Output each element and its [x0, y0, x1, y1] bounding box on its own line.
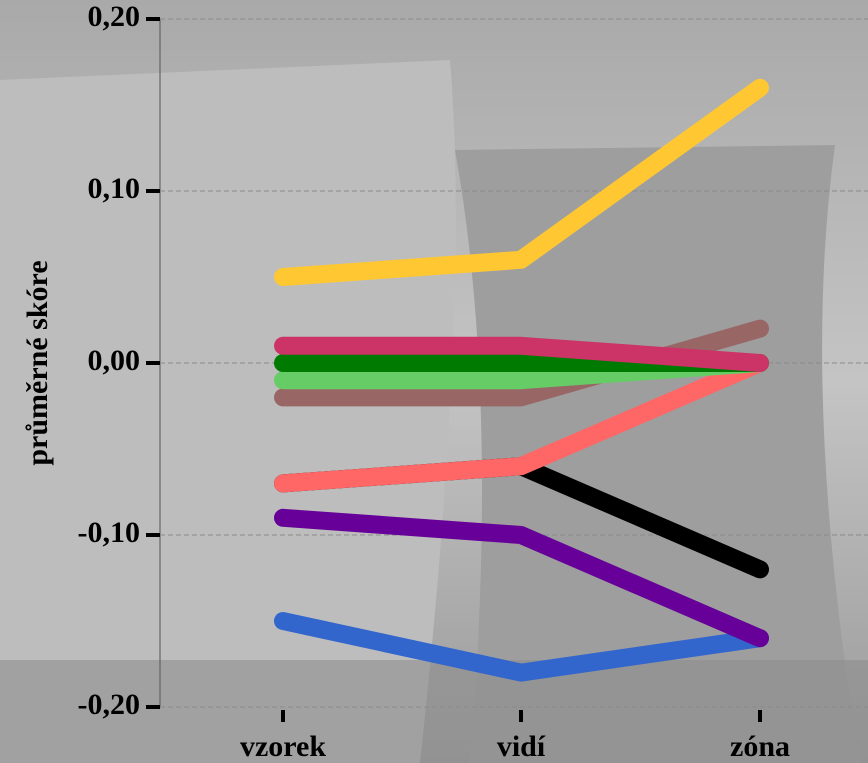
line-series [274, 354, 769, 493]
line-series [274, 508, 769, 648]
x-tick-label: vidí [497, 730, 546, 763]
y-axis-label: průměrné skóre [21, 260, 54, 465]
x-tick-label: vzorek [240, 730, 326, 763]
line-series [274, 336, 769, 372]
y-tick-label: 0,00 [88, 344, 141, 377]
y-tick-label: -0,10 [78, 516, 141, 549]
y-tick-label: 0,10 [88, 172, 141, 205]
background-grass [0, 660, 868, 763]
background-tower [455, 145, 860, 763]
y-tick-label: -0,20 [78, 688, 141, 721]
line-series [274, 78, 769, 286]
background-tower [0, 60, 456, 763]
y-tick-label: 0,20 [88, 0, 141, 33]
x-tick-label: zóna [730, 730, 790, 763]
line-series [274, 612, 769, 682]
